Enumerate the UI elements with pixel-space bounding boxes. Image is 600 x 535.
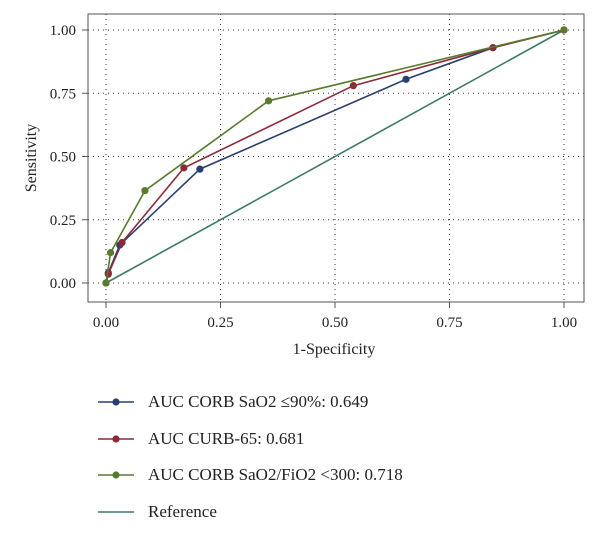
legend-item: AUC CORB SaO2/FiO2 <300: 0.718 [98, 457, 578, 494]
y-tick-label: 0.75 [50, 86, 76, 102]
data-point [349, 82, 357, 90]
plot-frame [87, 13, 585, 303]
x-tick-label: 1.00 [551, 315, 577, 331]
grid [88, 14, 584, 302]
axes: 0.00 0.25 0.50 0.75 1.00 0.00 0.25 0.50 0.75 1.00 [50, 23, 577, 331]
legend-label: AUC CORB SaO2/FiO2 <300: 0.718 [148, 465, 403, 485]
x-tick-label: 0.50 [322, 315, 348, 331]
data-point [264, 97, 273, 105]
series-line [105, 29, 565, 284]
data-point [102, 279, 110, 287]
data-point [141, 187, 149, 195]
legend-label: AUC CURB-65: 0.681 [148, 428, 305, 448]
data-point [196, 165, 204, 173]
y-tick-label: 0.25 [50, 213, 76, 229]
data-point [118, 238, 126, 247]
data-point [560, 26, 568, 34]
x-tick-label: 0.00 [93, 315, 119, 331]
legend-label: AUC CORB SaO2 ≤90%: 0.649 [148, 392, 369, 412]
legend-swatch [98, 471, 134, 479]
series-3 [105, 29, 565, 284]
legend-item: AUC CURB-65: 0.681 [98, 421, 578, 458]
y-tick-label: 0.50 [50, 150, 76, 166]
roc-chart: 0.00 0.25 0.50 0.75 1.00 0.00 0.25 0.50 0.75 1.00… [23, 13, 585, 358]
data-point [402, 75, 410, 83]
legend-swatch [98, 510, 134, 513]
series-layer [102, 26, 568, 287]
data-point [180, 164, 188, 172]
data-point [106, 249, 115, 257]
legend-label: Reference [148, 501, 217, 521]
legend-swatch [98, 435, 134, 443]
series-2 [102, 26, 568, 287]
y-tick-label: 1.00 [50, 23, 76, 39]
x-tick-label: 0.25 [207, 315, 233, 331]
y-tick-label: 0.00 [50, 276, 76, 292]
x-axis-title: 1-Specificity [293, 341, 376, 358]
x-tick-label: 0.75 [436, 315, 462, 331]
legend-item: Reference [98, 494, 578, 531]
legend-item: AUC CORB SaO2 ≤90%: 0.649 [98, 384, 578, 421]
legend: AUC CORB SaO2 ≤90%: 0.649 AUC CURB-65: 0.… [98, 384, 578, 530]
y-axis-title: Sensitivity [23, 124, 40, 192]
legend-swatch [98, 398, 134, 406]
